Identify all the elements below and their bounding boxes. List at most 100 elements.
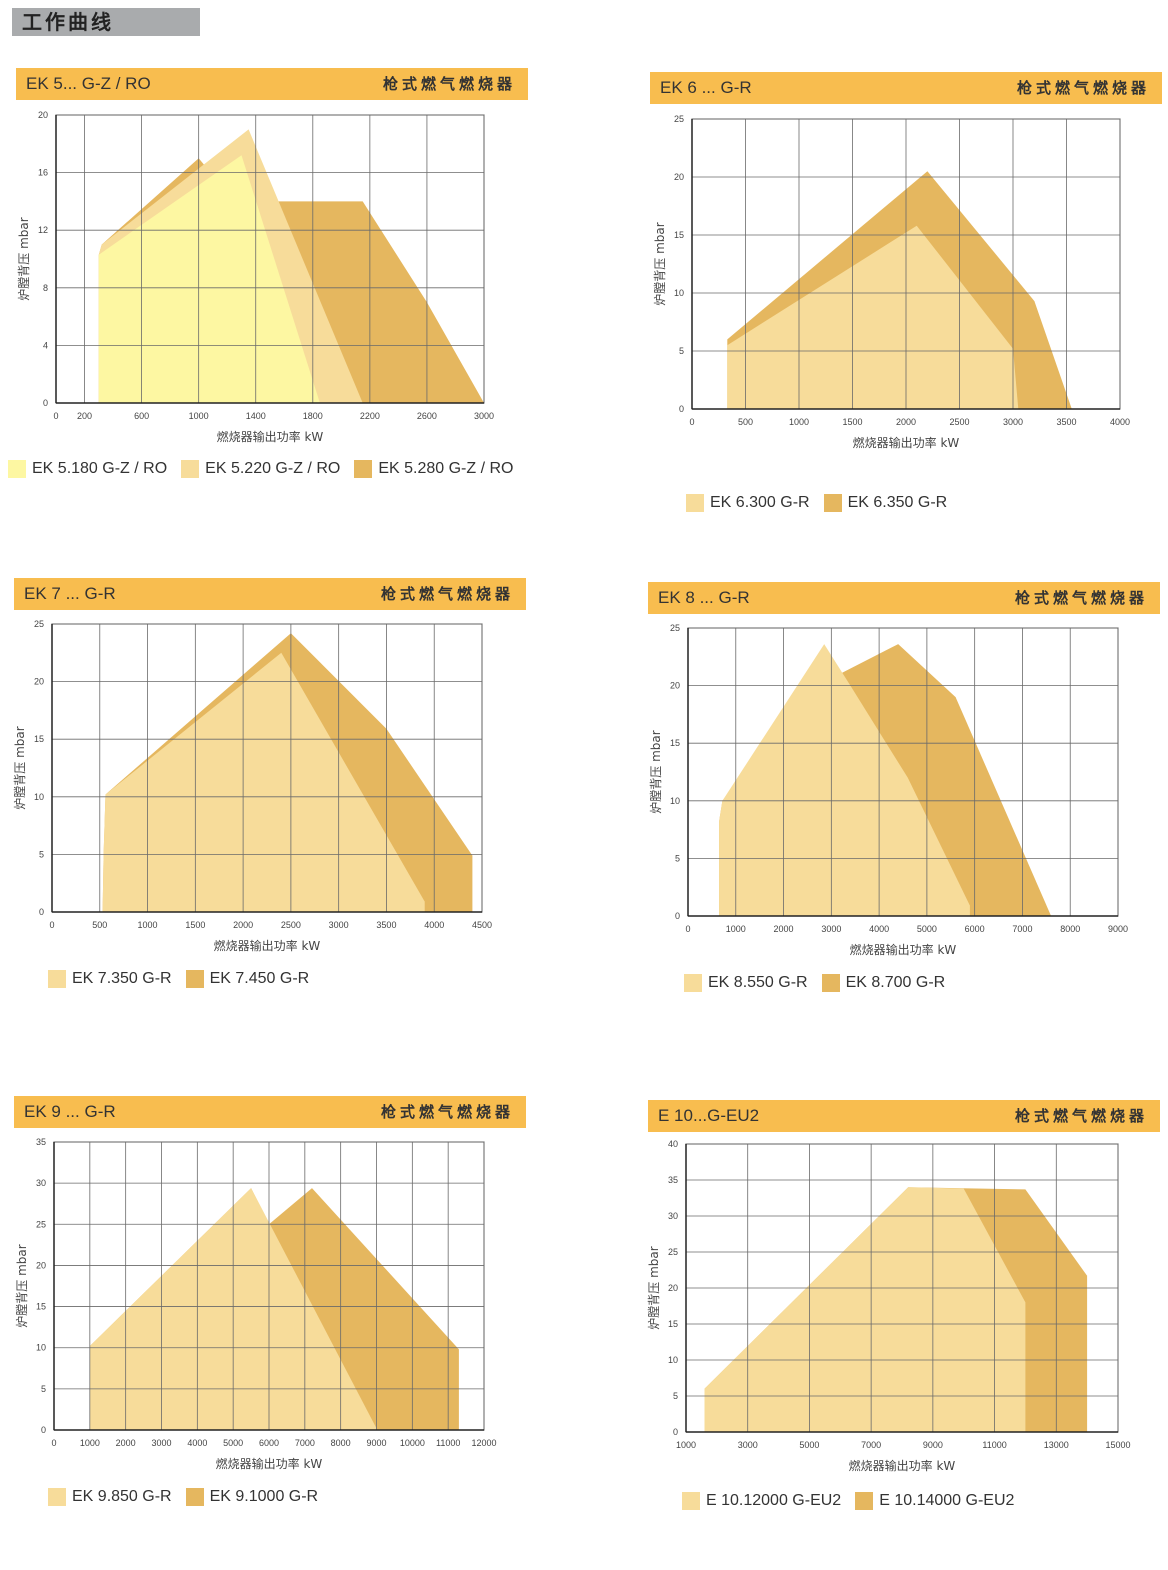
x-tick-label: 11000 [982, 1440, 1006, 1450]
y-tick-label: 25 [36, 1219, 46, 1229]
legend-swatch [682, 1492, 700, 1510]
x-tick-label: 0 [689, 417, 694, 427]
chart-subtitle: 枪式燃气燃烧器 [382, 75, 516, 93]
y-tick-label: 15 [674, 230, 684, 240]
legend-swatch [354, 460, 373, 478]
legend-item: EK 8.550 G-R [684, 974, 808, 992]
legend-item: EK 7.350 G-R [48, 970, 172, 988]
legend-swatch [684, 974, 702, 992]
y-tick-label: 0 [41, 1425, 46, 1435]
y-tick-label: 0 [39, 907, 44, 917]
legend-label: EK 7.350 G-R [72, 970, 172, 987]
x-tick-label: 4000 [1110, 417, 1130, 427]
y-tick-label: 35 [36, 1137, 46, 1147]
legend-item: EK 5.180 G-Z / RO [8, 460, 167, 478]
chart-subtitle: 枪式燃气燃烧器 [380, 1103, 514, 1121]
x-tick-label: 2000 [896, 417, 916, 427]
chart-header: EK 7 ... G-R 枪式燃气燃烧器 [14, 578, 526, 610]
chart-svg: 0 1000 2000 3000 4000 5000 6000 7000 8000 9000 100… [15, 1137, 497, 1471]
x-tick-label: 9000 [1108, 924, 1128, 934]
x-tick-label: 1000 [80, 1438, 100, 1448]
y-axis-label: 炉膛背压 mbar [653, 222, 667, 305]
series-area-2 [102, 652, 425, 912]
chart-subtitle: 枪式燃气燃烧器 [1014, 1107, 1148, 1125]
x-tick-label: 2000 [774, 924, 794, 934]
x-tick-label: 3000 [738, 1440, 758, 1450]
legend-item: EK 5.280 G-Z / RO [354, 460, 513, 478]
chart-svg: 0 500 1000 1500 2000 2500 3000 3500 4000 4500 0 5 10… [13, 619, 492, 953]
legend-label: EK 8.700 G-R [845, 974, 946, 991]
x-tick-label: 10000 [400, 1438, 425, 1448]
chart-title: E 10...G-EU2 [658, 1106, 760, 1125]
x-tick-label: 2500 [281, 920, 301, 930]
chart-panel-1: EK 5... G-Z / RO 枪式燃气燃烧器 0 200 600 1000 1400 18… [8, 68, 528, 538]
x-tick-label: 1500 [842, 417, 862, 427]
x-tick-label: 1500 [185, 920, 205, 930]
y-tick-label: 40 [668, 1139, 678, 1149]
y-tick-label: 15 [36, 1302, 46, 1312]
chart-legend: EK 6.300 G-R EK 6.350 G-R [686, 494, 947, 512]
chart-panel-5: EK 9 ... G-R 枪式燃气燃烧器 0 1000 2000 3000 4000 5000… [14, 1096, 526, 1566]
y-tick-label: 0 [675, 911, 680, 921]
y-axis-label: 炉膛背压 mbar [13, 726, 27, 809]
x-tick-label: 13000 [1044, 1440, 1069, 1450]
y-tick-label: 10 [668, 1355, 678, 1365]
x-tick-label: 0 [49, 920, 54, 930]
series-area-2 [727, 225, 1019, 409]
y-tick-label: 25 [34, 619, 44, 629]
legend-label: EK 9.1000 G-R [209, 1488, 319, 1505]
x-axis-label: 燃烧器输出功率 kW [850, 942, 957, 957]
series-area-2 [719, 644, 970, 916]
x-tick-label: 4500 [472, 920, 492, 930]
chart-legend: EK 5.180 G-Z / RO EK 5.220 G-Z / RO EK 5.2… [8, 460, 513, 478]
y-tick-label: 35 [668, 1175, 678, 1185]
y-tick-label: 10 [36, 1343, 46, 1353]
legend-item: EK 7.450 G-R [185, 970, 310, 988]
x-tick-label: 0 [51, 1438, 56, 1448]
y-tick-label: 30 [668, 1211, 678, 1221]
legend-swatch [185, 970, 204, 988]
chart-header: EK 6 ... G-R 枪式燃气燃烧器 [650, 72, 1162, 104]
x-tick-label: 200 [77, 411, 92, 421]
y-tick-label: 0 [673, 1427, 678, 1437]
y-tick-label: 20 [34, 677, 44, 687]
legend-item: E 10.14000 G-EU2 [855, 1492, 1014, 1510]
y-tick-label: 25 [670, 623, 680, 633]
x-tick-label: 1000 [189, 411, 209, 421]
legend-label: EK 5.180 G-Z / RO [32, 460, 168, 477]
x-tick-label: 3000 [329, 920, 349, 930]
y-axis-label: 炉膛背压 mbar [647, 1246, 661, 1329]
legend-item: E 10.12000 G-EU2 [682, 1492, 841, 1510]
y-tick-label: 8 [43, 283, 48, 293]
x-tick-label: 4000 [187, 1438, 207, 1448]
chart-header: EK 9 ... G-R 枪式燃气燃烧器 [14, 1096, 526, 1128]
page-title: 工作曲线 [12, 8, 200, 36]
series-area-3 [98, 155, 320, 403]
x-tick-label: 0 [685, 924, 690, 934]
chart-svg: 0 1000 2000 3000 4000 5000 6000 7000 8000 9000 0 5 1… [649, 623, 1128, 957]
x-tick-label: 5000 [917, 924, 937, 934]
x-tick-label: 3000 [821, 924, 841, 934]
x-axis-label: 燃烧器输出功率 kW [217, 429, 324, 444]
x-tick-label: 8000 [331, 1438, 351, 1448]
x-tick-label: 6000 [965, 924, 985, 934]
x-axis-label: 燃烧器输出功率 kW [849, 1458, 956, 1473]
legend-swatch [48, 970, 66, 988]
series-area-2 [704, 1187, 1026, 1432]
legend-label: EK 7.450 G-R [209, 970, 310, 987]
x-axis-label: 燃烧器输出功率 kW [214, 938, 321, 953]
y-tick-label: 5 [41, 1384, 46, 1394]
chart-legend: EK 7.350 G-R EK 7.450 G-R [48, 970, 309, 988]
legend-label: E 10.12000 G-EU2 [706, 1492, 842, 1509]
y-tick-label: 15 [34, 734, 44, 744]
x-tick-label: 7000 [861, 1440, 881, 1450]
chart-legend: E 10.12000 G-EU2 E 10.14000 G-EU2 [682, 1492, 1014, 1510]
x-tick-label: 1000 [789, 417, 809, 427]
y-tick-label: 10 [670, 796, 680, 806]
chart-header: E 10...G-EU2 枪式燃气燃烧器 [648, 1100, 1160, 1132]
legend-swatch [181, 460, 200, 478]
y-tick-label: 10 [674, 288, 684, 298]
x-tick-label: 2000 [233, 920, 253, 930]
y-tick-label: 20 [36, 1260, 46, 1270]
y-tick-label: 15 [670, 738, 680, 748]
